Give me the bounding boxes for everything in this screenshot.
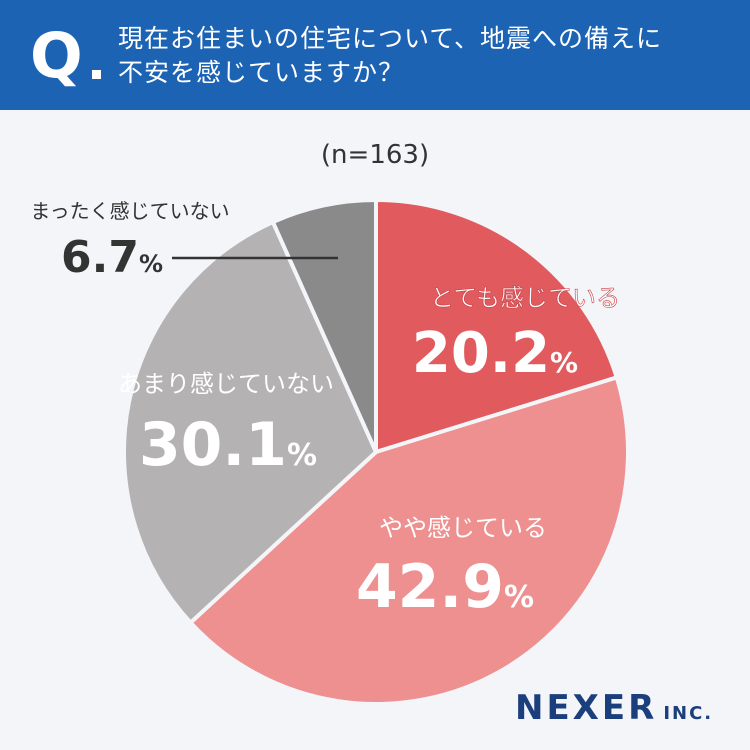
slice-label: やや感じている <box>379 514 547 542</box>
logo-main: NEXER <box>515 688 658 728</box>
q-label: Q <box>30 19 83 92</box>
slice-value: 30.1% <box>139 410 317 480</box>
slice-value: 6.7% <box>61 232 163 283</box>
sample-size: (n=163) <box>320 140 430 170</box>
slice-label: あまり感じていない <box>118 370 334 398</box>
q-dot <box>92 70 101 79</box>
slice-label: とても感じている <box>430 284 620 312</box>
pie-slice <box>122 220 378 625</box>
slice-value-number: 42.9 <box>356 552 504 622</box>
pie-slice <box>188 375 630 706</box>
slice-value: 42.9% <box>356 552 534 622</box>
pie-slices <box>122 198 630 706</box>
slice-value-unit: % <box>550 346 578 379</box>
slice-value-unit: % <box>504 580 534 615</box>
question-text: 現在お住まいの住宅について、地震への備えに 不安を感じていますか？ <box>118 22 738 90</box>
question-line-2: 不安を感じていますか？ <box>118 58 405 87</box>
pie-slice <box>270 198 378 454</box>
question-header: Q 現在お住まいの住宅について、地震への備えに 不安を感じていますか？ <box>0 0 750 110</box>
slice-value-unit: % <box>139 250 163 278</box>
slice-value-number: 30.1 <box>139 410 287 480</box>
slice-value-number: 20.2 <box>412 321 550 386</box>
slice-value: 20.2% <box>412 321 578 386</box>
pie-slice <box>374 198 619 454</box>
slice-label: まったく感じていない <box>30 199 229 223</box>
logo-sub: INC. <box>663 703 714 724</box>
slice-value-unit: % <box>287 438 317 473</box>
slice-value-number: 6.7 <box>61 232 139 283</box>
question-line-1: 現在お住まいの住宅について、地震への備えに <box>118 24 663 53</box>
company-logo: NEXER INC. <box>515 688 713 728</box>
